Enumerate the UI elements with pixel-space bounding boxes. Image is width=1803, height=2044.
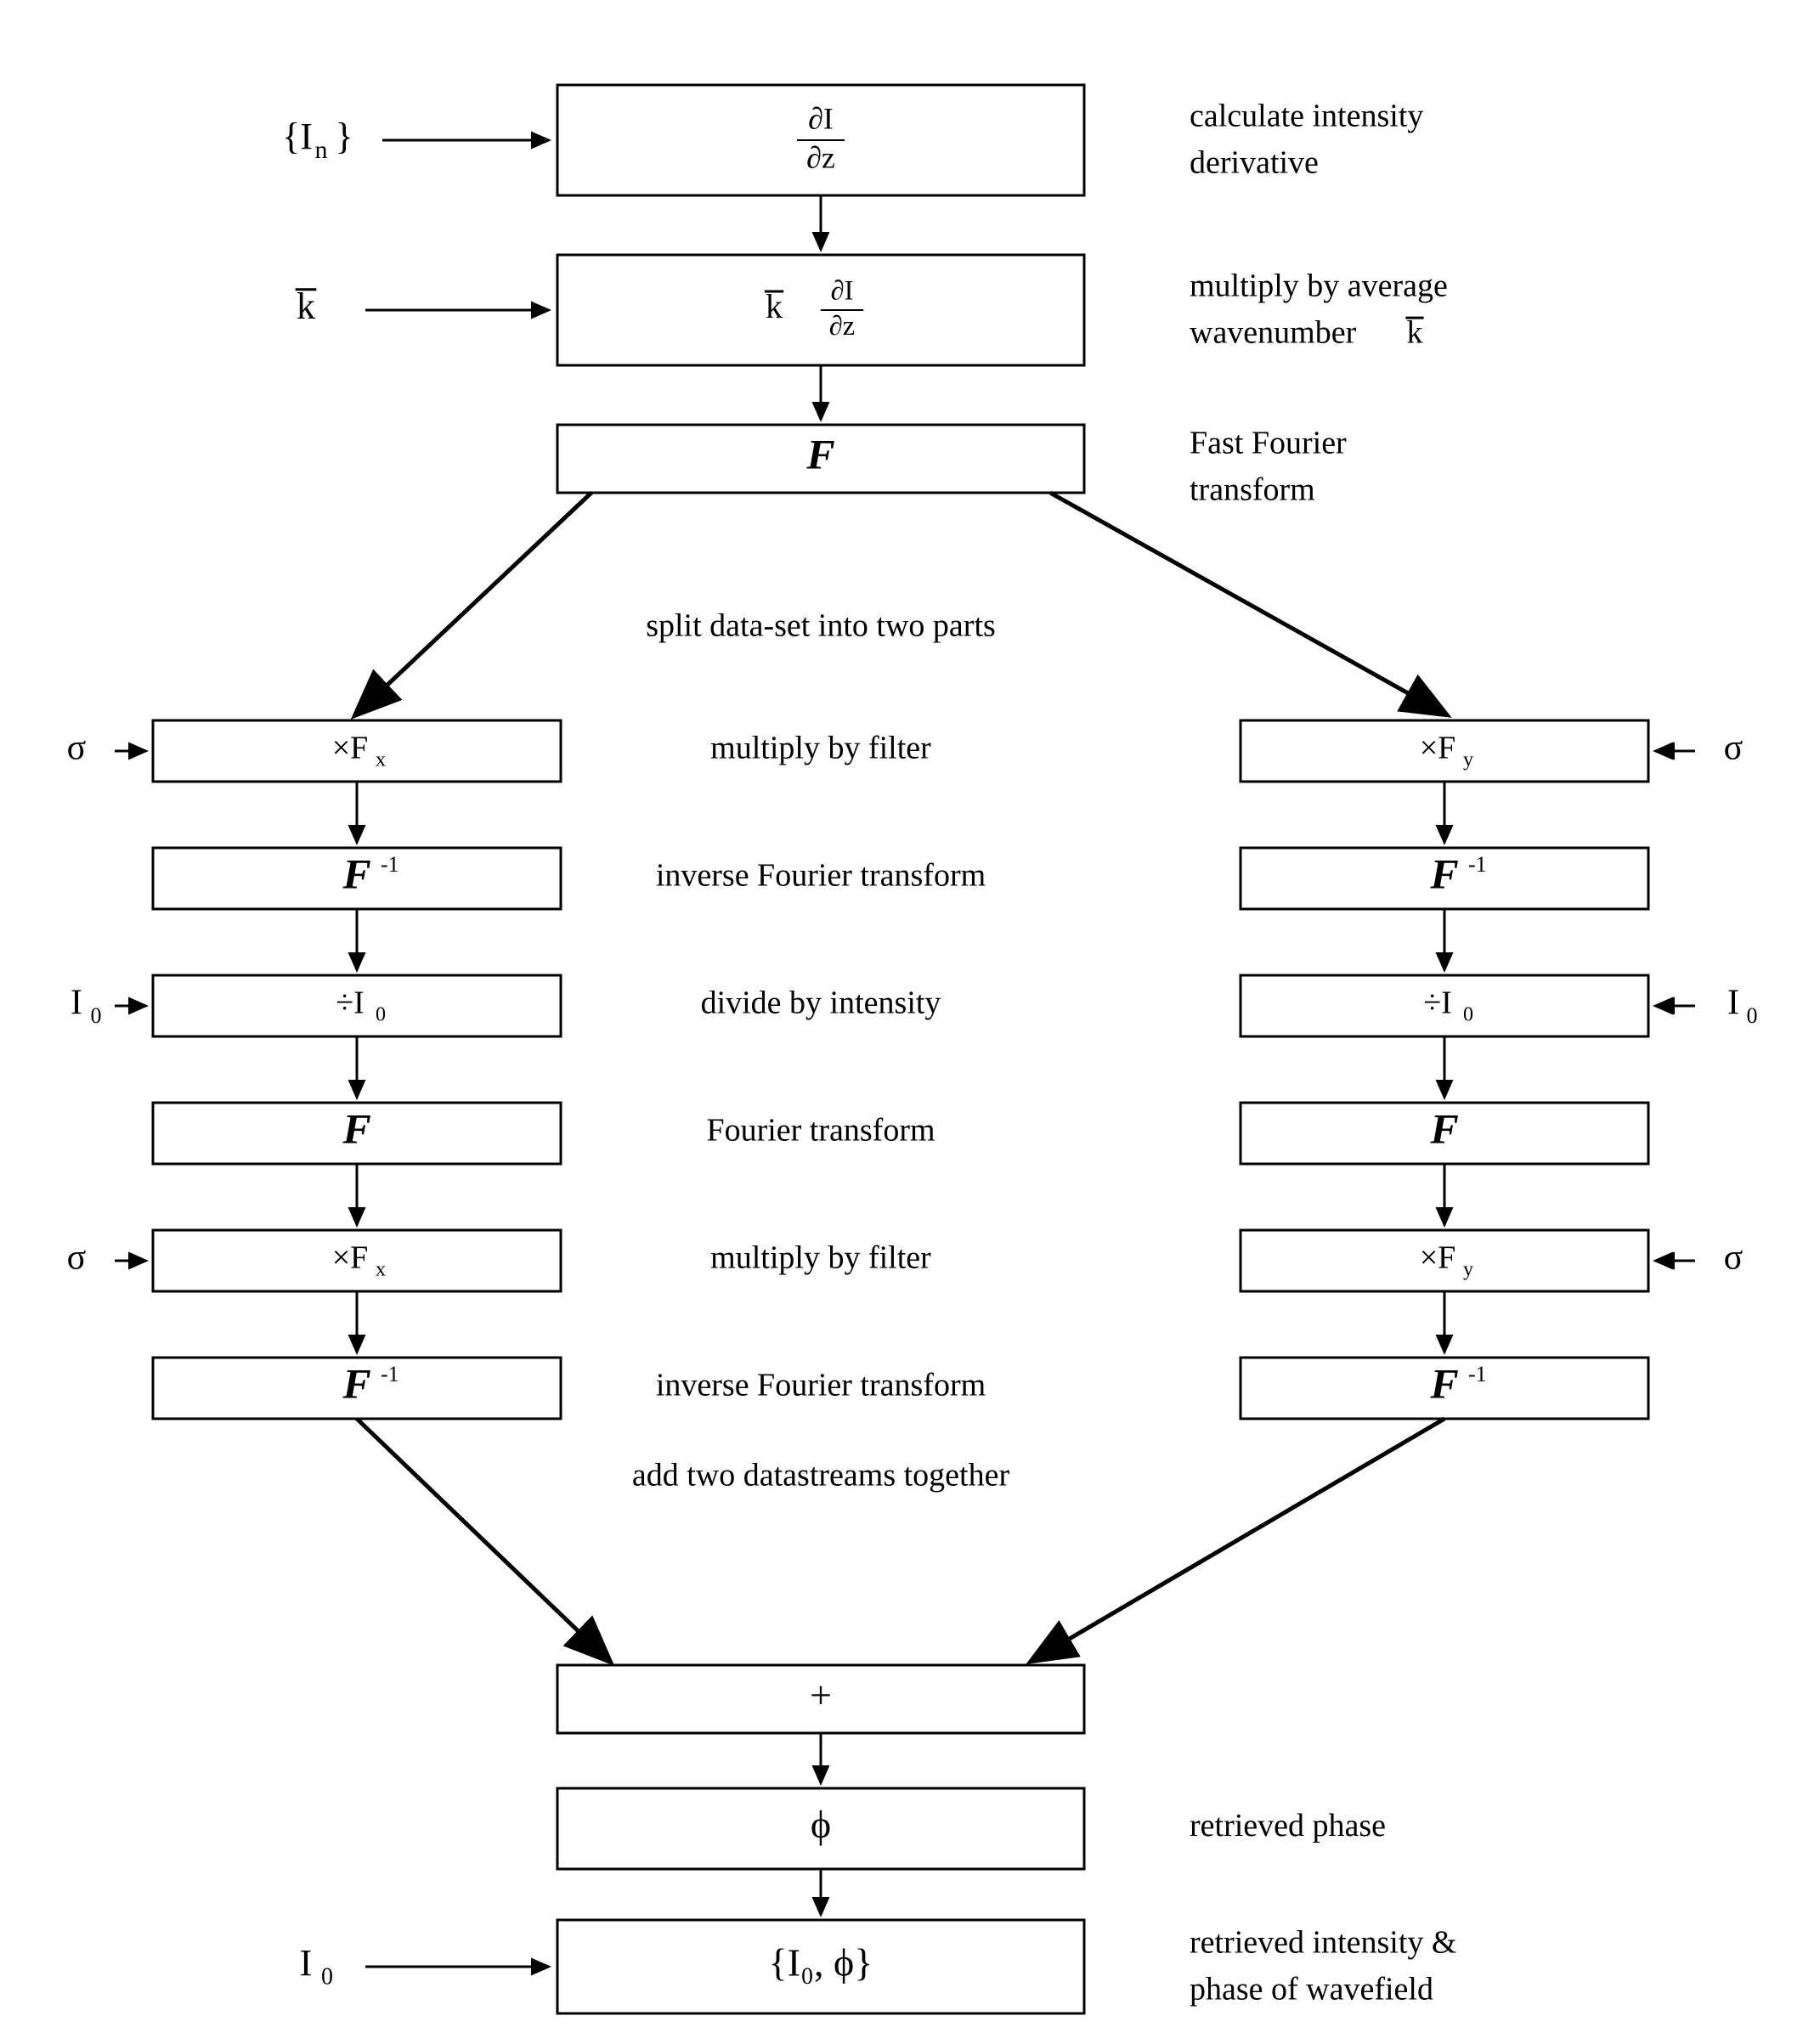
svg-text:-1: -1 bbox=[1468, 852, 1487, 877]
svg-text:{I₀, ϕ}: {I₀, ϕ} bbox=[769, 1941, 873, 1985]
svg-text:+: + bbox=[810, 1674, 832, 1717]
svg-text:×F: ×F bbox=[1420, 1240, 1456, 1276]
svg-text:×F: ×F bbox=[1420, 731, 1456, 766]
svg-text:ϕ: ϕ bbox=[811, 1803, 831, 1846]
svg-text:wavenumber: wavenumber bbox=[1190, 315, 1357, 351]
svg-text:multiply by average: multiply by average bbox=[1190, 268, 1448, 304]
svg-text:k: k bbox=[297, 285, 315, 327]
svg-text:I: I bbox=[1727, 984, 1739, 1023]
svg-text:∂z: ∂z bbox=[829, 311, 855, 342]
mid-label-2: divide by intensity bbox=[701, 985, 941, 1021]
svg-text:y: y bbox=[1463, 1259, 1473, 1281]
svg-text:x: x bbox=[376, 1259, 386, 1281]
phase-retrieval-flowchart: ∂I ∂z calculate intensity derivative {In} k ∂I… bbox=[0, 0, 1803, 2044]
mid-label-4: multiply by filter bbox=[710, 1240, 931, 1276]
svg-text:0: 0 bbox=[1463, 1004, 1473, 1026]
svg-text:F: F bbox=[1429, 850, 1458, 897]
svg-text:I: I bbox=[300, 1942, 313, 1984]
svg-text:n: n bbox=[315, 136, 328, 164]
svg-text:calculate intensity: calculate intensity bbox=[1190, 99, 1423, 134]
svg-text:F: F bbox=[342, 850, 370, 897]
svg-text:{I: {I bbox=[282, 116, 313, 157]
mid-label-0: multiply by filter bbox=[710, 731, 931, 766]
svg-text:0: 0 bbox=[376, 1004, 386, 1026]
svg-text:F: F bbox=[342, 1104, 370, 1152]
svg-text:×F: ×F bbox=[332, 731, 369, 766]
svg-text:k: k bbox=[766, 287, 783, 325]
svg-text:÷I: ÷I bbox=[336, 985, 365, 1021]
svg-text:σ: σ bbox=[1724, 1239, 1744, 1278]
svg-text:-1: -1 bbox=[1468, 1362, 1487, 1386]
svg-text:σ: σ bbox=[67, 1239, 87, 1278]
svg-text:σ: σ bbox=[67, 729, 87, 768]
svg-text:y: y bbox=[1463, 749, 1473, 771]
svg-text:I: I bbox=[71, 984, 82, 1023]
svg-text:phase of wavefield: phase of wavefield bbox=[1190, 1972, 1433, 2007]
svg-text:-1: -1 bbox=[381, 852, 399, 877]
svg-text:Fast Fourier: Fast Fourier bbox=[1190, 426, 1347, 461]
split-label: split data-set into two parts bbox=[646, 608, 996, 644]
svg-text:÷I: ÷I bbox=[1423, 985, 1452, 1021]
svg-text:-1: -1 bbox=[381, 1362, 399, 1386]
svg-text:retrieved phase: retrieved phase bbox=[1190, 1808, 1386, 1844]
svg-text:x: x bbox=[376, 749, 386, 771]
svg-text:F: F bbox=[342, 1359, 370, 1407]
svg-text:transform: transform bbox=[1190, 472, 1315, 508]
svg-text:0: 0 bbox=[1747, 1003, 1758, 1028]
mid-label-3: Fourier transform bbox=[706, 1113, 935, 1149]
svg-text:}: } bbox=[335, 116, 353, 157]
svg-text:retrieved intensity &: retrieved intensity & bbox=[1190, 1925, 1456, 1961]
svg-text:×F: ×F bbox=[332, 1240, 369, 1276]
svg-text:F: F bbox=[1429, 1359, 1458, 1407]
svg-text:∂I: ∂I bbox=[808, 101, 834, 135]
mid-label-5: inverse Fourier transform bbox=[656, 1368, 986, 1403]
svg-text:F: F bbox=[805, 430, 834, 477]
svg-text:∂I: ∂I bbox=[831, 276, 854, 307]
svg-text:σ: σ bbox=[1724, 729, 1744, 768]
svg-text:k: k bbox=[1407, 315, 1423, 351]
svg-text:∂z: ∂z bbox=[806, 140, 835, 174]
svg-text:0: 0 bbox=[91, 1003, 102, 1028]
merge-label: add two datastreams together bbox=[632, 1458, 1010, 1493]
svg-text:derivative: derivative bbox=[1190, 145, 1319, 181]
mid-label-1: inverse Fourier transform bbox=[656, 858, 986, 894]
svg-text:F: F bbox=[1429, 1104, 1458, 1152]
svg-text:0: 0 bbox=[321, 1963, 333, 1990]
